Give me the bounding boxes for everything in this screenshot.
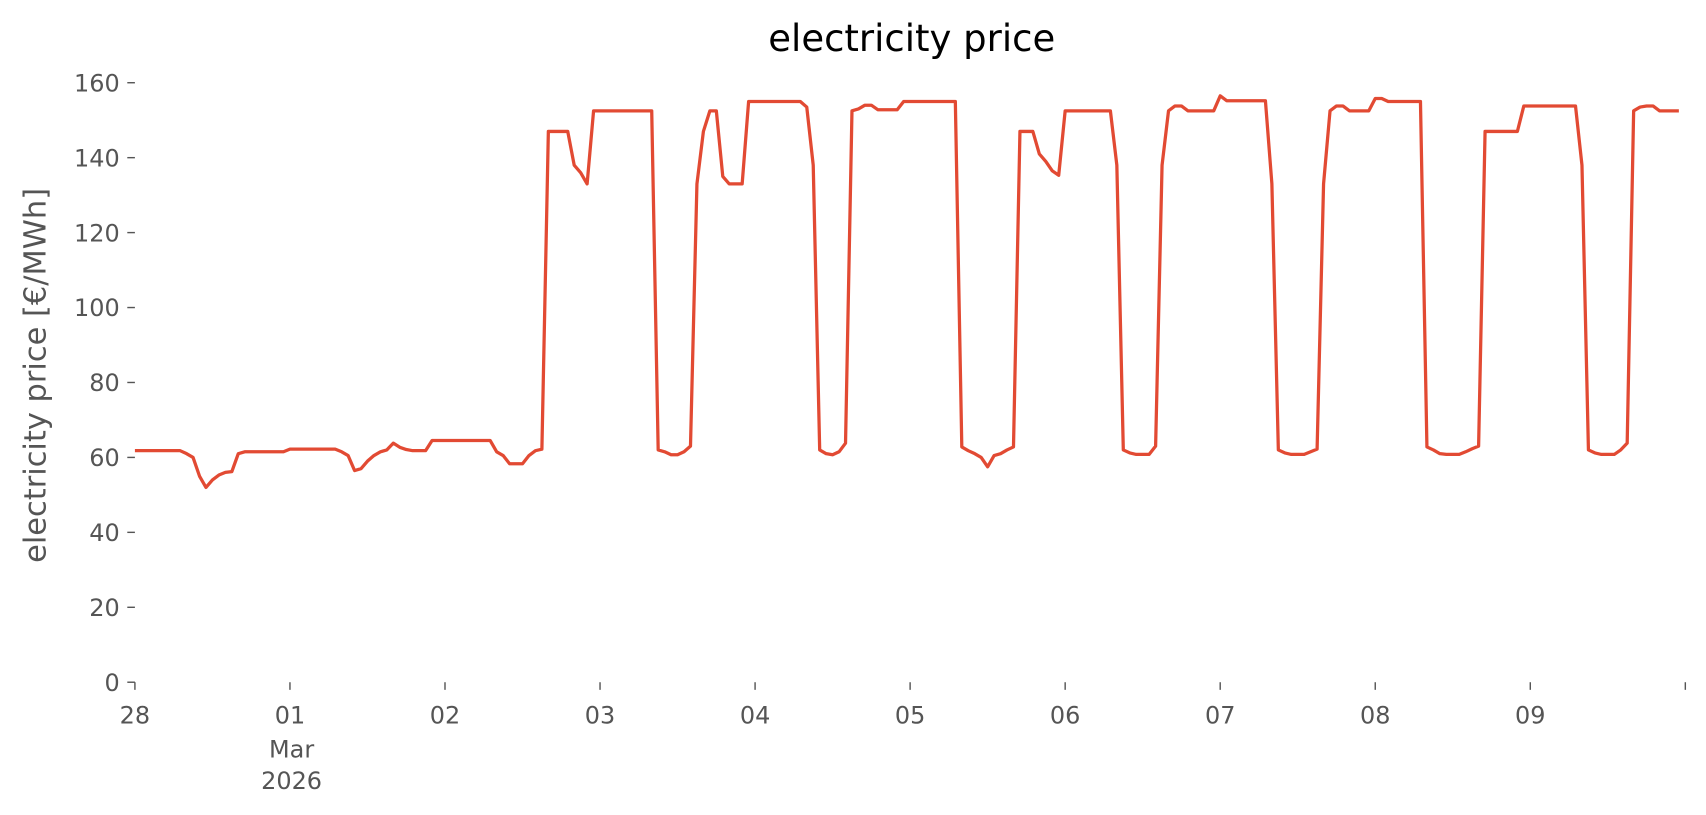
- x-tick-label: 04: [740, 702, 770, 730]
- y-axis-label: electricity price [€/MWh]: [19, 188, 54, 563]
- x-tick-label: 28: [120, 702, 150, 730]
- x-tick-label: 06: [1050, 702, 1080, 730]
- price-line: [134, 94, 1679, 490]
- x-tick-label: 03: [585, 702, 615, 730]
- x-tick-label: 07: [1205, 702, 1235, 730]
- y-tick-label: 60: [89, 444, 119, 472]
- x-tick-label: 01: [275, 702, 305, 730]
- y-tick-label: 40: [89, 519, 119, 547]
- x-year-label: 2026: [261, 767, 322, 795]
- x-month-label: Mar: [269, 735, 314, 763]
- y-tick-label: 160: [74, 69, 120, 97]
- y-tick-label: 140: [74, 144, 120, 172]
- y-tick-label: 100: [74, 294, 120, 322]
- y-tick-label: 0: [104, 669, 119, 697]
- y-tick-label: 20: [89, 594, 119, 622]
- y-tick-label: 120: [74, 219, 120, 247]
- x-tick-label: 02: [430, 702, 460, 730]
- x-tick-label: 08: [1360, 702, 1390, 730]
- chart-title: electricity price: [768, 17, 1055, 60]
- x-tick-label: 05: [895, 702, 925, 730]
- y-tick-label: 80: [89, 369, 119, 397]
- x-tick-label: 09: [1515, 702, 1545, 730]
